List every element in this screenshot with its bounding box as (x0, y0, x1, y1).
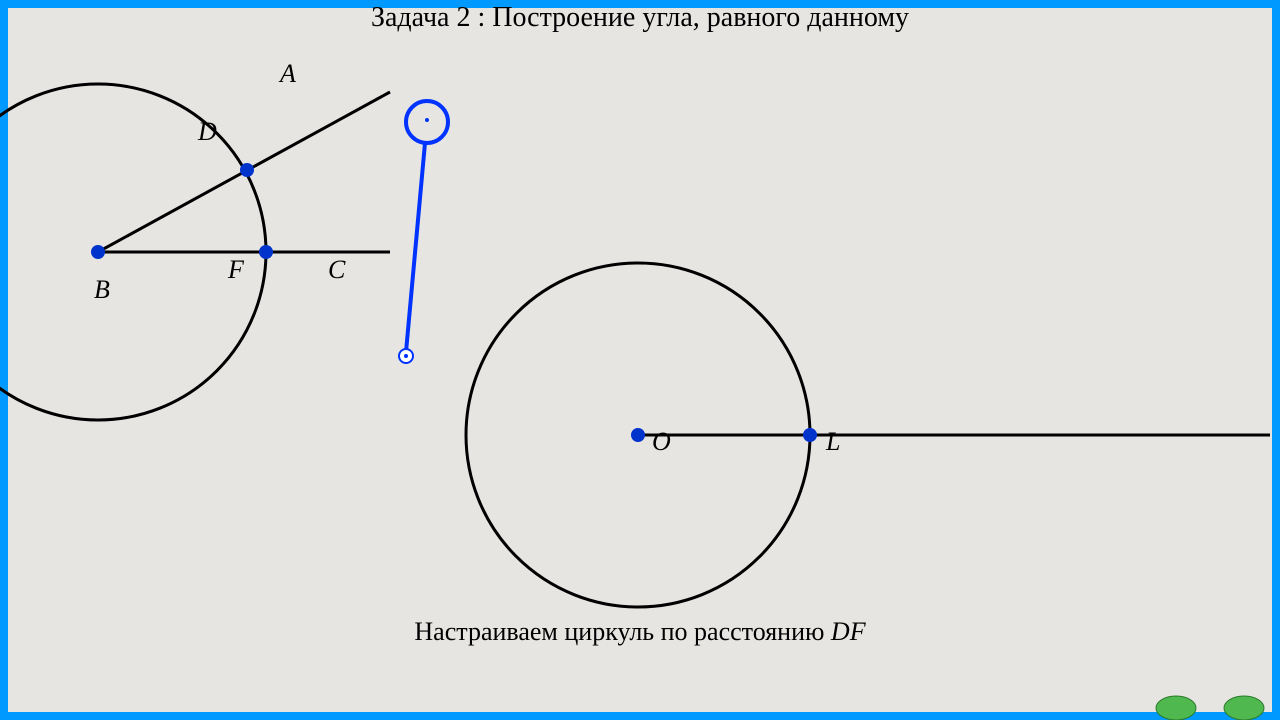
label-b: B (94, 275, 110, 304)
label-f: F (227, 255, 245, 284)
compass-tip-dot (404, 354, 408, 358)
compass-handle-dot (425, 118, 429, 122)
label-l: L (825, 427, 840, 456)
point-o (631, 428, 645, 442)
caption: Настраиваем циркуль по расстоянию DF (414, 617, 866, 646)
diagram-canvas: Задача 2 : Построение угла, равного данн… (0, 0, 1280, 720)
nav-button-right[interactable] (1224, 696, 1264, 720)
label-d: D (197, 117, 217, 146)
point-f (259, 245, 273, 259)
point-l (803, 428, 817, 442)
point-b (91, 245, 105, 259)
page-title: Задача 2 : Построение угла, равного данн… (371, 2, 909, 33)
label-a: A (278, 59, 296, 88)
label-c: C (328, 255, 346, 284)
nav-button-left[interactable] (1156, 696, 1196, 720)
label-o: O (652, 427, 671, 456)
point-d (240, 163, 254, 177)
